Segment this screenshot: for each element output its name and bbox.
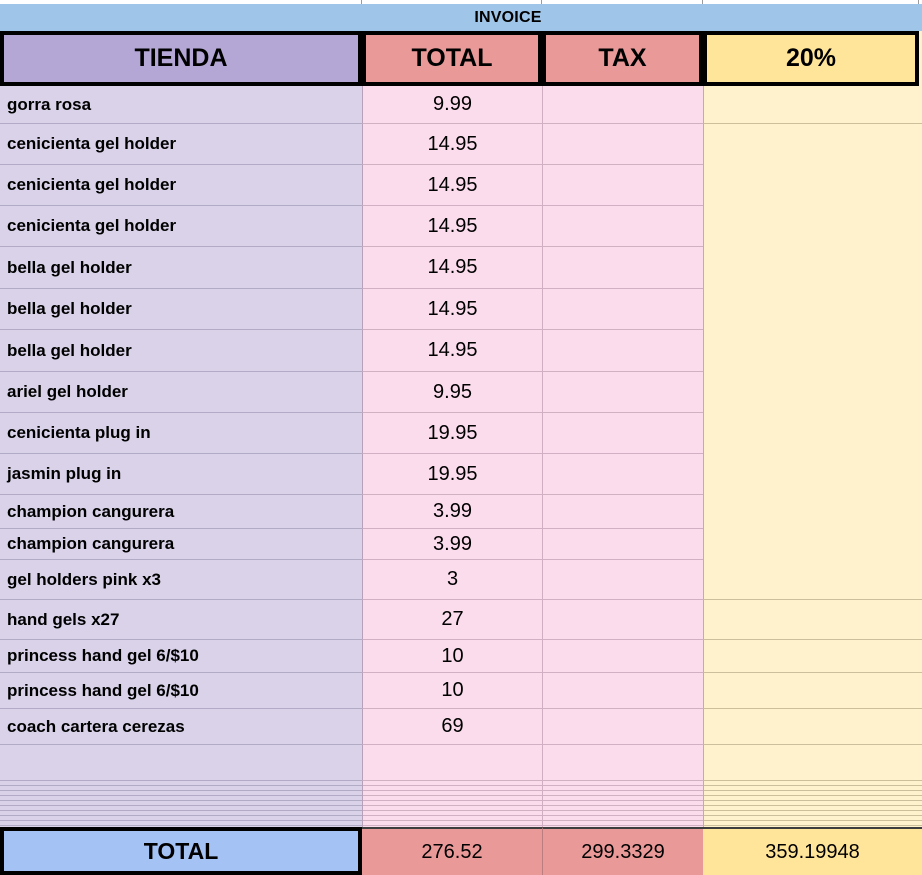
footer-cell-tax-value[interactable]: 299.3329 [542, 827, 703, 875]
cell-tax[interactable] [542, 372, 703, 413]
cell-tax[interactable] [542, 289, 703, 330]
footer-total-value: 276.52 [421, 840, 483, 863]
cell-item[interactable]: gel holders pink x3 [0, 560, 362, 600]
data-grid: gorra rosa 9.99 cenicienta gel holder 14.95… [0, 86, 922, 781]
cell-tax[interactable] [542, 709, 703, 745]
cell-item[interactable]: cenicienta gel holder [0, 165, 362, 206]
cell-20pct[interactable] [703, 745, 922, 781]
stripe-col-tienda [0, 781, 362, 827]
cell-tax[interactable] [542, 673, 703, 709]
hidden-rows-stripes [0, 781, 922, 827]
footer-cell-total-label[interactable]: TOTAL [0, 827, 362, 875]
cell-total[interactable]: 19.95 [362, 413, 542, 454]
cell-total[interactable]: 3 [362, 560, 542, 600]
cell-tax[interactable] [542, 330, 703, 372]
footer-20pct-value: 359.19948 [765, 840, 860, 863]
cell-total[interactable]: 14.95 [362, 289, 542, 330]
stripe-col-20pct [703, 781, 922, 827]
cell-total-empty[interactable] [362, 745, 542, 781]
cell-20pct[interactable] [703, 600, 922, 640]
cell-total[interactable]: 3.99 [362, 529, 542, 560]
gridline-tick [702, 0, 703, 4]
header-label-20pct: 20% [785, 44, 837, 72]
cell-total[interactable]: 14.95 [362, 165, 542, 206]
cell-item[interactable]: champion cangurera [0, 495, 362, 529]
cell-total[interactable]: 10 [362, 673, 542, 709]
cell-tax[interactable] [542, 529, 703, 560]
cell-total[interactable]: 14.95 [362, 124, 542, 165]
header-cell-total[interactable]: TOTAL [362, 31, 542, 86]
invoice-title-row[interactable]: INVOICE [0, 4, 922, 31]
top-gridline-strip [0, 0, 922, 4]
cell-item[interactable]: bella gel holder [0, 247, 362, 289]
cell-20pct[interactable] [703, 86, 922, 124]
footer-cell-total-value[interactable]: 276.52 [362, 827, 542, 875]
cell-20pct[interactable] [703, 640, 922, 673]
cell-tax[interactable] [542, 165, 703, 206]
cell-item[interactable]: cenicienta plug in [0, 413, 362, 454]
gridline-tick [361, 0, 362, 4]
header-label-tax: TAX [598, 44, 647, 72]
cell-total[interactable]: 9.95 [362, 372, 542, 413]
cell-item[interactable]: coach cartera cerezas [0, 709, 362, 745]
cell-tax[interactable] [542, 454, 703, 495]
footer-tax-value: 299.3329 [581, 840, 665, 863]
cell-tax[interactable] [542, 206, 703, 247]
header-label-tienda: TIENDA [134, 44, 228, 72]
cell-tax[interactable] [542, 640, 703, 673]
cell-tax-empty[interactable] [542, 745, 703, 781]
cell-total[interactable]: 14.95 [362, 247, 542, 289]
cell-total[interactable]: 14.95 [362, 330, 542, 372]
header-row: TIENDA TOTAL TAX 20% [0, 31, 922, 86]
cell-20pct[interactable] [703, 673, 922, 709]
merged-cell-20pct[interactable] [703, 124, 922, 600]
footer-cell-20pct-value[interactable]: 359.19948 [703, 827, 922, 875]
cell-total[interactable]: 3.99 [362, 495, 542, 529]
cell-tax[interactable] [542, 124, 703, 165]
cell-tax[interactable] [542, 413, 703, 454]
cell-item[interactable]: ariel gel holder [0, 372, 362, 413]
cell-total[interactable]: 19.95 [362, 454, 542, 495]
cell-tax[interactable] [542, 495, 703, 529]
cell-item-empty[interactable] [0, 745, 362, 781]
header-cell-tax[interactable]: TAX [542, 31, 703, 86]
cell-tax[interactable] [542, 560, 703, 600]
cell-20pct[interactable] [703, 709, 922, 745]
cell-item[interactable]: champion cangurera [0, 529, 362, 560]
cell-total[interactable]: 69 [362, 709, 542, 745]
header-label-total: TOTAL [411, 44, 493, 72]
cell-item[interactable]: bella gel holder [0, 289, 362, 330]
cell-total[interactable]: 27 [362, 600, 542, 640]
cell-tax[interactable] [542, 86, 703, 124]
cell-total[interactable]: 14.95 [362, 206, 542, 247]
invoice-title: INVOICE [474, 8, 542, 26]
cell-total[interactable]: 10 [362, 640, 542, 673]
stripe-col-tax [542, 781, 703, 827]
header-cell-20pct[interactable]: 20% [703, 31, 919, 86]
cell-item[interactable]: cenicienta gel holder [0, 206, 362, 247]
total-row: TOTAL 276.52 299.3329 359.19948 [0, 827, 922, 875]
cell-item[interactable]: hand gels x27 [0, 600, 362, 640]
footer-total-label: TOTAL [143, 837, 219, 864]
cell-item[interactable]: princess hand gel 6/$10 [0, 640, 362, 673]
cell-total[interactable]: 9.99 [362, 86, 542, 124]
cell-tax[interactable] [542, 600, 703, 640]
cell-item[interactable]: gorra rosa [0, 86, 362, 124]
cell-item[interactable]: bella gel holder [0, 330, 362, 372]
stripe-col-total [362, 781, 542, 827]
gridline-tick [541, 0, 542, 4]
cell-tax[interactable] [542, 247, 703, 289]
cell-item[interactable]: princess hand gel 6/$10 [0, 673, 362, 709]
cell-item[interactable]: cenicienta gel holder [0, 124, 362, 165]
cell-item[interactable]: jasmin plug in [0, 454, 362, 495]
gridline-tick [918, 0, 919, 4]
header-cell-tienda[interactable]: TIENDA [0, 31, 362, 86]
